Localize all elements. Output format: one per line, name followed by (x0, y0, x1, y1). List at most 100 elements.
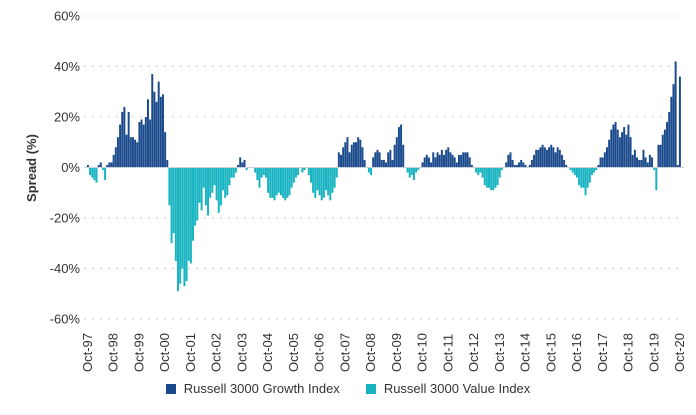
bar-value (573, 167, 576, 176)
bar-growth (614, 122, 617, 168)
bar-value (301, 167, 304, 173)
bar-value (580, 167, 583, 188)
bar-growth (352, 142, 355, 168)
bar-value (174, 167, 177, 261)
bar-growth (440, 149, 443, 168)
bar-value (179, 167, 182, 284)
bar-growth (423, 157, 426, 168)
bar-growth (376, 149, 379, 168)
bar-growth (348, 152, 351, 168)
bar-value (325, 167, 327, 191)
x-tick-label: Oct-97 (80, 333, 95, 372)
bar-growth (668, 111, 671, 168)
bar-growth (344, 142, 347, 168)
bar-value (582, 167, 585, 188)
bar-growth (395, 137, 398, 168)
y-axis-label: Spread (%) (24, 134, 39, 202)
bar-value (168, 167, 171, 206)
x-tick-label: Oct-13 (492, 333, 507, 372)
bar-value (187, 167, 190, 261)
bar-value (232, 167, 235, 178)
bar-growth (155, 101, 158, 168)
bar-growth (449, 152, 452, 168)
bar-value (93, 167, 96, 181)
bar-growth (359, 139, 362, 168)
bar-value (215, 167, 218, 201)
bar-growth (466, 152, 469, 168)
bar-value (177, 167, 179, 292)
x-tick-label: Oct-06 (312, 333, 327, 372)
bar-growth (421, 162, 424, 168)
bar-growth (638, 159, 641, 168)
bar-value (292, 167, 295, 183)
bar-value (279, 167, 282, 196)
legend-swatch-value (365, 384, 376, 394)
x-tick-label: Oct-07 (337, 333, 352, 372)
bar-growth (623, 127, 626, 168)
bar-growth (99, 162, 102, 168)
bar-value (408, 167, 411, 178)
bar-growth (380, 159, 383, 168)
bar-value (320, 167, 323, 201)
bar-value (595, 167, 598, 171)
bar-value (412, 167, 415, 181)
bar-growth (537, 149, 540, 168)
bar-growth (387, 152, 390, 168)
bar-value (245, 167, 248, 171)
bar-growth (625, 134, 628, 168)
bar-growth (116, 137, 119, 168)
bar-growth (434, 157, 437, 168)
bar-value (95, 167, 98, 183)
bar-growth (131, 137, 134, 168)
bar-growth (402, 144, 405, 168)
bar-growth (648, 154, 651, 168)
bar-value (367, 167, 370, 173)
bar-value (335, 167, 338, 178)
bar-value (224, 167, 227, 198)
bar-value (183, 167, 186, 287)
bar-growth (157, 81, 160, 168)
bar-growth (357, 137, 360, 168)
bar-growth (616, 129, 619, 168)
bar-growth (659, 144, 662, 168)
bar-growth (554, 152, 557, 168)
bar-value (415, 167, 418, 173)
x-tick-label: Oct-04 (260, 333, 275, 372)
bar-growth (237, 164, 240, 168)
bar-value (282, 167, 285, 198)
bar-value (477, 167, 480, 176)
bar-growth (123, 106, 126, 168)
bar-growth (134, 139, 137, 168)
bar-growth (618, 137, 621, 168)
bar-growth (676, 164, 679, 168)
bar-value (479, 167, 482, 173)
x-tick-label: Oct-08 (363, 333, 378, 372)
bar-growth (121, 111, 124, 168)
x-tick-label: Oct-05 (286, 333, 301, 372)
bar-growth (442, 154, 445, 168)
x-tick-label: Oct-16 (569, 333, 584, 372)
bar-value (483, 167, 486, 186)
bar-value (488, 167, 491, 188)
bar-value (586, 167, 589, 188)
bar-value (318, 167, 321, 196)
bar-value (406, 167, 409, 173)
bar-growth (556, 147, 559, 168)
bar-growth (661, 134, 664, 168)
bar-value (213, 167, 216, 186)
bar-value (202, 167, 205, 188)
x-tick-label: Oct-03 (234, 333, 249, 372)
x-tick-label: Oct-12 (466, 333, 481, 372)
bar-value (277, 167, 280, 193)
bar-growth (539, 147, 542, 168)
bar-value (273, 167, 276, 201)
bar-growth (524, 164, 527, 168)
bar-value (569, 167, 572, 171)
bar-growth (663, 129, 666, 168)
y-tick-label: -60% (50, 312, 81, 327)
bar-growth (520, 159, 523, 168)
bar-growth (563, 159, 566, 168)
bar-growth (603, 152, 606, 168)
legend: Russell 3000 Growth Index Russell 3000 V… (0, 381, 696, 396)
